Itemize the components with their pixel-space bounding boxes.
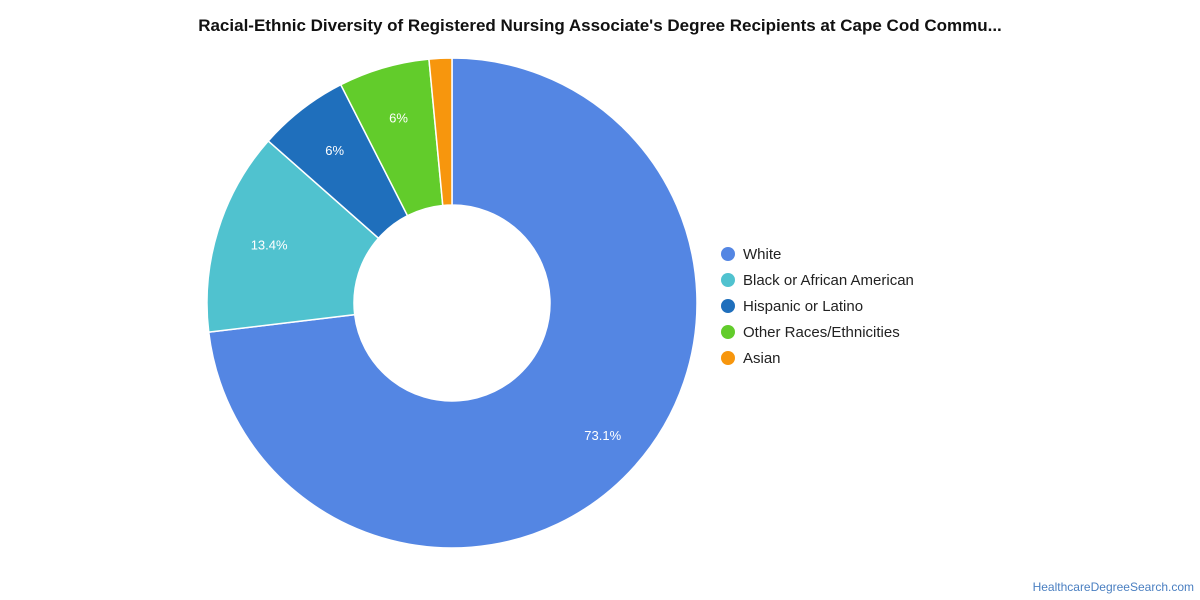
legend-label: Black or African American xyxy=(743,271,914,289)
legend-label: Other Races/Ethnicities xyxy=(743,323,900,341)
legend-label: Hispanic or Latino xyxy=(743,297,864,315)
chart-title: Racial-Ethnic Diversity of Registered Nu… xyxy=(198,16,1002,35)
chart-legend: White Black or African American Hispanic… xyxy=(721,241,914,371)
slice-white[interactable] xyxy=(207,57,698,549)
legend-label: White xyxy=(743,245,782,263)
slice-label: 6% xyxy=(325,143,344,158)
legend-swatch xyxy=(721,273,735,287)
slice-black-or-african-american[interactable] xyxy=(206,139,380,334)
slice-label: 73.1% xyxy=(584,428,621,443)
legend-item-other-races-ethnicities[interactable]: Other Races/Ethnicities xyxy=(721,319,914,345)
legend-swatch xyxy=(721,247,735,261)
site-credit[interactable]: HealthcareDegreeSearch.com xyxy=(1032,580,1194,594)
legend-swatch xyxy=(721,325,735,339)
slice-label: 6% xyxy=(389,111,408,126)
legend-item-hispanic-or-latino[interactable]: Hispanic or Latino xyxy=(721,293,914,319)
slice-label: 13.4% xyxy=(251,238,288,253)
legend-label: Asian xyxy=(743,349,781,367)
legend-item-asian[interactable]: Asian xyxy=(721,345,914,371)
legend-item-black-or-african-american[interactable]: Black or African American xyxy=(721,267,914,293)
legend-swatch xyxy=(721,351,735,365)
slice-asian[interactable] xyxy=(428,57,453,207)
legend-swatch xyxy=(721,299,735,313)
legend-item-white[interactable]: White xyxy=(721,241,914,267)
